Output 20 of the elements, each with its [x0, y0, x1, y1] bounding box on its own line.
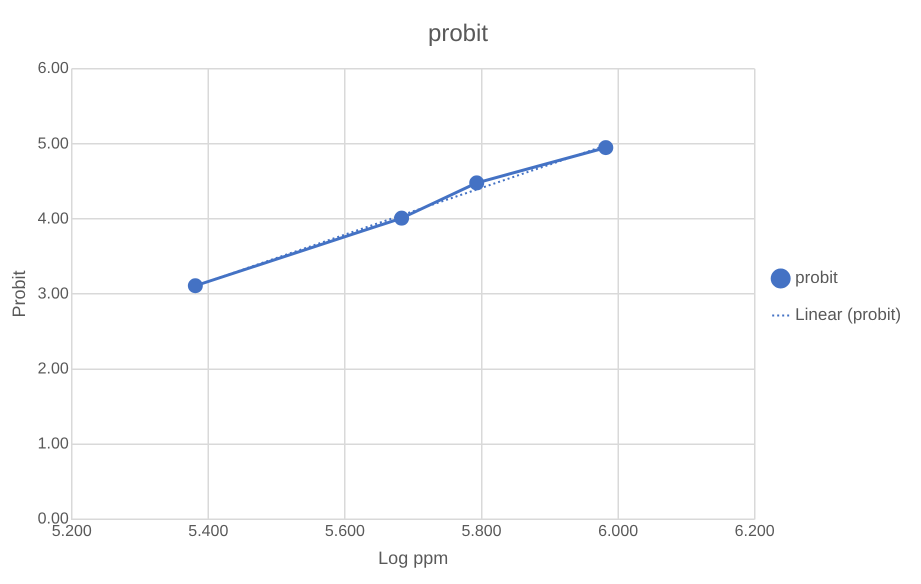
y-tick-label: 2.00 — [38, 360, 69, 378]
y-tick-label: 3.00 — [38, 285, 69, 302]
x-tick-label: 5.600 — [324, 523, 366, 540]
point — [188, 278, 203, 294]
x-axis-title: Log ppm — [378, 548, 448, 568]
point — [598, 140, 614, 156]
x-tick-label: 6.200 — [734, 523, 775, 540]
x-tick-label: 5.800 — [461, 523, 502, 540]
y-tick-label: 5.00 — [38, 135, 69, 152]
y-tick-label: 1.00 — [38, 436, 69, 453]
chart-title: probit — [428, 20, 488, 48]
y-tick-label: 6.00 — [38, 60, 69, 78]
point — [469, 175, 484, 190]
point — [394, 210, 410, 226]
y-tick-label: 4.00 — [38, 210, 69, 228]
x-tick-label: 5.400 — [188, 523, 228, 540]
x-tick-label: 6.000 — [598, 523, 638, 540]
legend-label: probit — [795, 268, 838, 288]
legend-label: Linear (probit) — [795, 305, 901, 324]
y-axis-title: Probit — [8, 270, 29, 318]
